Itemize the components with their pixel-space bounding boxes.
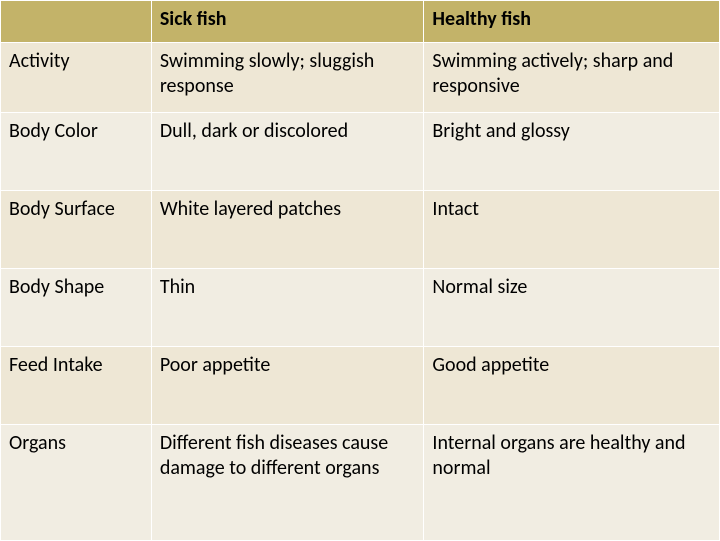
cell-sick: Dull, dark or discolored [151,113,424,191]
header-healthy: Healthy fish [424,1,720,43]
cell-healthy: Intact [424,191,720,269]
table-row: Body Color Dull, dark or discolored Brig… [1,113,720,191]
cell-sick: Thin [151,269,424,347]
table-row: Organs Different fish diseases cause dam… [1,425,720,541]
row-label: Organs [1,425,152,541]
cell-sick: Poor appetite [151,347,424,425]
cell-sick: Swimming slowly; sluggish response [151,43,424,113]
table-row: Feed Intake Poor appetite Good appetite [1,347,720,425]
cell-healthy: Internal organs are healthy and normal [424,425,720,541]
header-blank [1,1,152,43]
header-sick: Sick fish [151,1,424,43]
cell-healthy: Bright and glossy [424,113,720,191]
cell-healthy: Good appetite [424,347,720,425]
table-row: Activity Swimming slowly; sluggish respo… [1,43,720,113]
table-row: Body Shape Thin Normal size [1,269,720,347]
cell-healthy: Swimming actively; sharp and responsive [424,43,720,113]
cell-healthy: Normal size [424,269,720,347]
table-header-row: Sick fish Healthy fish [1,1,720,43]
row-label: Body Color [1,113,152,191]
row-label: Body Shape [1,269,152,347]
table-row: Body Surface White layered patches Intac… [1,191,720,269]
row-label: Body Surface [1,191,152,269]
row-label: Activity [1,43,152,113]
cell-sick: Different fish diseases cause damage to … [151,425,424,541]
cell-sick: White layered patches [151,191,424,269]
comparison-table: Sick fish Healthy fish Activity Swimming… [0,0,720,541]
row-label: Feed Intake [1,347,152,425]
